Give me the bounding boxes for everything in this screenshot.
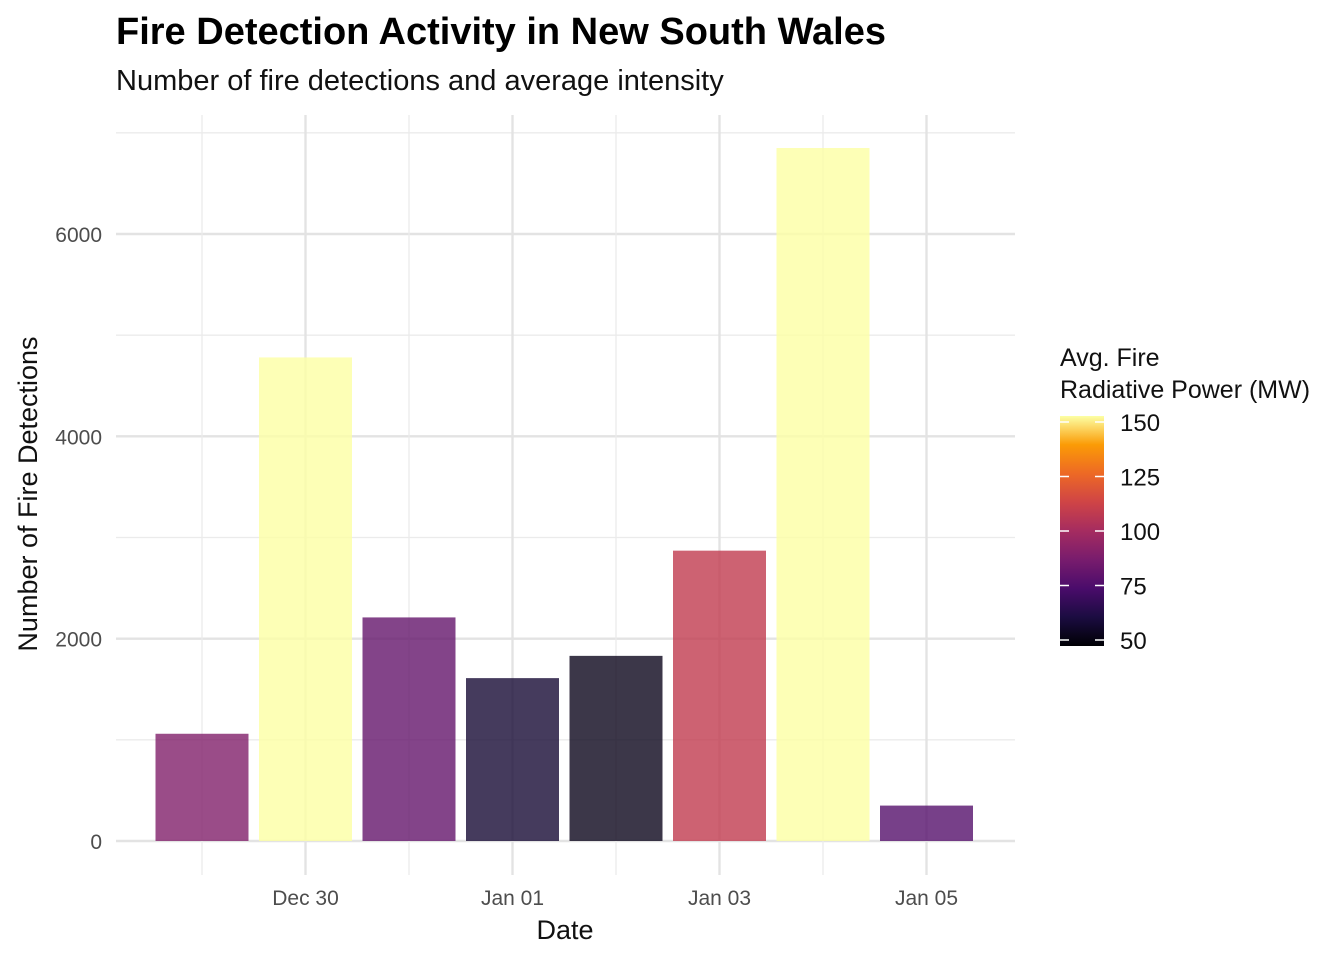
bar-dec-30 (259, 357, 352, 841)
y-tick-label: 0 (90, 831, 102, 854)
y-tick-label: 2000 (55, 629, 102, 652)
bar-jan-01 (466, 678, 559, 841)
legend-label: 50 (1120, 628, 1147, 655)
bar-jan-04 (776, 148, 870, 842)
x-axis-ticks: Dec 30 Jan 01 Jan 03 Jan 05 (272, 887, 958, 910)
x-axis-title: Date (536, 915, 593, 945)
bar-jan-02 (569, 655, 663, 841)
y-axis-title: Number of Fire Detections (13, 336, 43, 651)
chart-subtitle: Number of fire detections and average in… (116, 65, 724, 97)
legend-label: 100 (1120, 519, 1160, 546)
y-axis-ticks: 0 2000 4000 6000 (55, 224, 102, 854)
legend-title-line1: Avg. Fire (1060, 344, 1160, 372)
color-legend: Avg. Fire Radiative Power (MW) 150 125 100… (1060, 344, 1310, 655)
y-tick-label: 4000 (55, 426, 102, 449)
bar-series (155, 148, 973, 842)
chart-title: Fire Detection Activity in New South Wal… (116, 11, 886, 53)
legend-title-line2: Radiative Power (MW) (1060, 376, 1310, 404)
legend-label: 125 (1120, 465, 1160, 492)
bar-jan-05 (880, 805, 973, 841)
x-tick-label: Jan 03 (688, 887, 751, 910)
bar-dec-31 (362, 617, 456, 841)
x-tick-label: Jan 01 (481, 887, 544, 910)
legend-ticks: 150 125 100 75 50 (1060, 410, 1160, 655)
bar-dec-29 (155, 733, 249, 841)
bar-jan-03 (673, 550, 766, 841)
y-tick-label: 6000 (55, 224, 102, 247)
plot-grid (116, 115, 1015, 875)
x-tick-label: Jan 05 (895, 887, 958, 910)
x-tick-label: Dec 30 (272, 887, 339, 910)
legend-label: 75 (1120, 574, 1147, 601)
legend-label: 150 (1120, 410, 1160, 437)
